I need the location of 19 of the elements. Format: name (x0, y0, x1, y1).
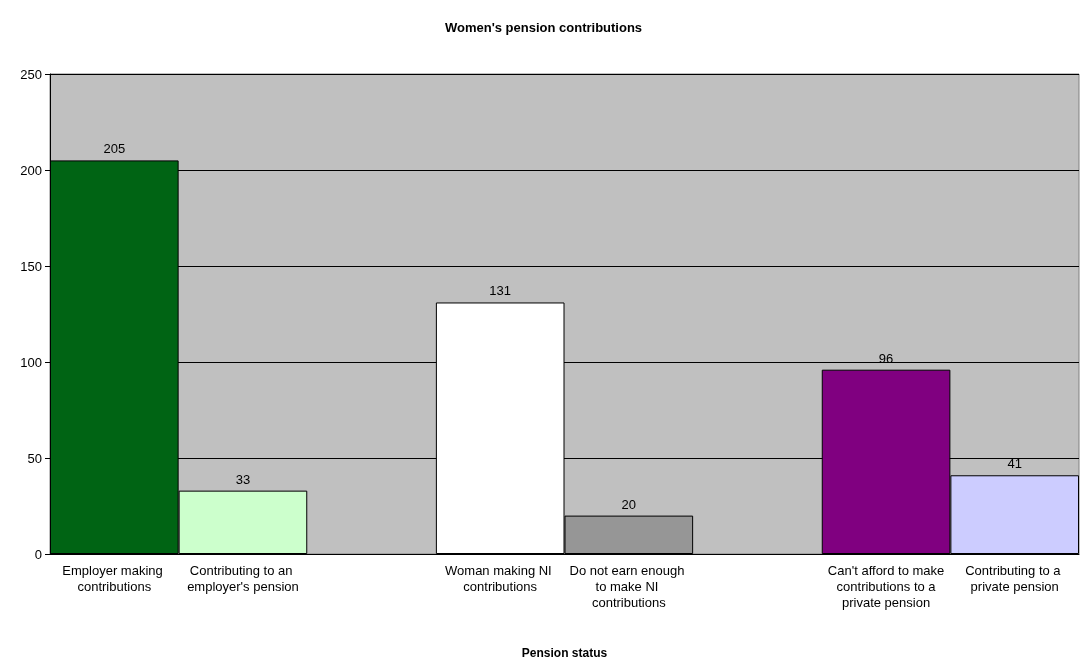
x-tick-label: Can't afford to make contributions to a private pension (827, 562, 945, 610)
y-tick-label: 100 (20, 354, 42, 370)
y-tick-label: 50 (27, 450, 42, 466)
data-label: 41 (1007, 456, 1022, 472)
x-tick-label: Do not earn enough to make NI contributions (569, 562, 689, 610)
data-label: 205 (103, 141, 126, 157)
y-tick-label: 250 (20, 66, 42, 82)
x-tick-label: Employer making contributions (62, 562, 167, 594)
y-tick-label: 200 (20, 162, 42, 178)
x-tick-label: Contributing to a private pension (965, 562, 1065, 594)
data-label: 131 (489, 283, 512, 299)
x-axis-title: Pension status (521, 646, 608, 660)
y-tick-label: 150 (20, 258, 42, 274)
data-label: 20 (621, 496, 637, 512)
x-tick-label: Contributing to an employer's pension (187, 562, 299, 594)
chart-title: Women's pension contributions (444, 20, 643, 35)
x-tick-label: Woman making NI contributions (445, 562, 556, 594)
data-label: 33 (235, 471, 251, 487)
y-tick-label: 0 (34, 546, 42, 562)
